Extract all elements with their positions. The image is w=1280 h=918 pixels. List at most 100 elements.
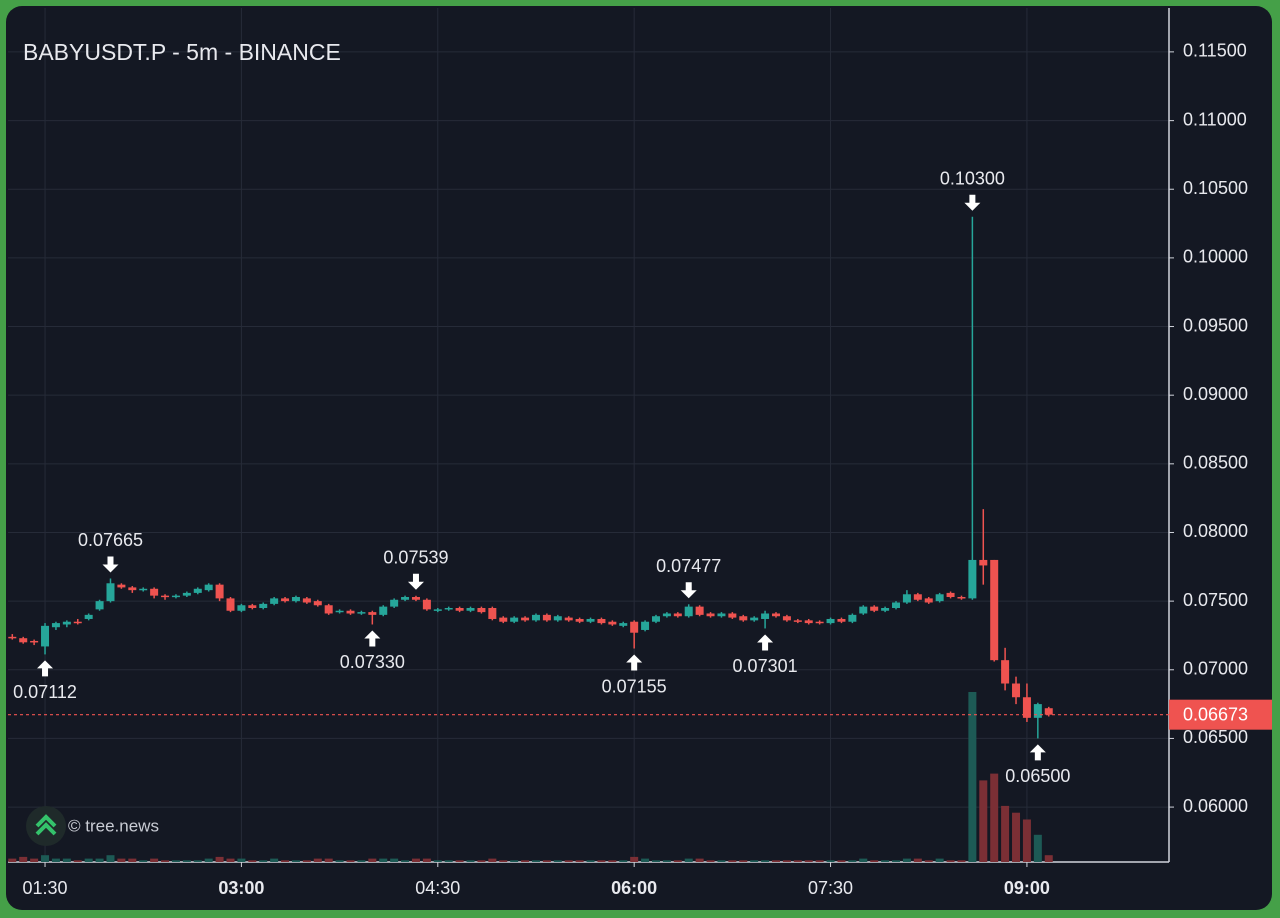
volume-layer bbox=[8, 692, 1053, 862]
candle-body bbox=[488, 607, 497, 619]
volume-bar bbox=[117, 858, 126, 862]
volume-bar bbox=[1022, 819, 1031, 862]
volume-bar bbox=[401, 860, 410, 862]
grid bbox=[8, 8, 1174, 867]
chart-title: BABYUSDT.P - 5m - BINANCE bbox=[23, 39, 341, 65]
y-tick-label: 0.10500 bbox=[1183, 178, 1248, 198]
volume-bar bbox=[946, 860, 955, 862]
volume-bar bbox=[739, 860, 748, 862]
annotation-arrow bbox=[964, 194, 981, 211]
candle-body bbox=[651, 616, 660, 622]
volume-bar bbox=[95, 858, 104, 862]
volume-bar bbox=[193, 860, 202, 862]
candle-body bbox=[281, 598, 290, 602]
volume-bar bbox=[695, 858, 704, 862]
candle-body bbox=[248, 605, 257, 608]
candle-body bbox=[739, 616, 748, 621]
volume-bar bbox=[1033, 834, 1042, 862]
candle-body bbox=[226, 598, 235, 611]
volume-bar bbox=[673, 860, 682, 862]
volume-bar bbox=[281, 860, 290, 862]
y-tick-label: 0.08500 bbox=[1183, 453, 1248, 473]
volume-bar bbox=[302, 860, 311, 862]
volume-bar bbox=[8, 858, 17, 862]
candle-body bbox=[695, 606, 704, 615]
volume-bar bbox=[204, 858, 213, 862]
volume-bar bbox=[335, 860, 344, 862]
annotation-label: 0.07665 bbox=[78, 530, 143, 550]
candle-body bbox=[335, 610, 344, 613]
y-tick-label: 0.06000 bbox=[1183, 796, 1248, 816]
volume-bar bbox=[619, 860, 628, 862]
candle-body bbox=[990, 559, 999, 661]
candle-body bbox=[84, 614, 93, 619]
volume-bar bbox=[564, 860, 573, 862]
volume-bar bbox=[990, 773, 999, 862]
volume-bar bbox=[368, 858, 377, 862]
candle-body bbox=[630, 621, 639, 633]
candle-body bbox=[837, 618, 846, 622]
candle-body bbox=[673, 613, 682, 617]
y-tick-label: 0.11000 bbox=[1183, 109, 1247, 129]
candle-body bbox=[1044, 708, 1053, 715]
candle-body bbox=[117, 584, 126, 588]
volume-bar bbox=[848, 860, 857, 862]
annotation-label: 0.10300 bbox=[940, 168, 1005, 188]
x-tick-label: 07:30 bbox=[808, 878, 853, 898]
candle-body bbox=[782, 616, 791, 621]
annotation-arrow bbox=[102, 556, 119, 573]
candle-body bbox=[379, 606, 388, 615]
candle-body bbox=[51, 623, 60, 628]
candle-body bbox=[106, 583, 115, 602]
volume-bar bbox=[575, 860, 584, 862]
candle-body bbox=[411, 597, 420, 600]
watermark: © tree.news bbox=[68, 816, 159, 835]
candle-body bbox=[662, 613, 671, 617]
volume-bar bbox=[957, 860, 966, 862]
annotation-label: 0.07539 bbox=[383, 548, 448, 568]
candle-body bbox=[368, 612, 377, 615]
volume-bar bbox=[19, 856, 28, 862]
annotation-arrow bbox=[37, 660, 54, 677]
candle-body bbox=[128, 587, 137, 591]
candle-body bbox=[957, 597, 966, 599]
volume-bar bbox=[291, 860, 300, 862]
candle-body bbox=[433, 609, 442, 611]
volume-bar bbox=[881, 860, 890, 862]
volume-bar bbox=[411, 858, 420, 862]
volume-bar bbox=[728, 860, 737, 862]
annotation-arrow bbox=[1029, 744, 1046, 761]
candle-body bbox=[728, 613, 737, 618]
candle-body bbox=[826, 618, 835, 624]
volume-bar bbox=[662, 860, 671, 862]
candle-body bbox=[62, 621, 71, 625]
volume-bar bbox=[706, 860, 715, 862]
volume-bar bbox=[390, 858, 399, 862]
candle-body bbox=[979, 559, 988, 566]
volume-bar bbox=[870, 860, 879, 862]
candle-body bbox=[237, 605, 246, 611]
x-tick-label: 06:00 bbox=[611, 878, 657, 898]
volume-bar bbox=[444, 860, 453, 862]
y-tick-label: 0.11500 bbox=[1183, 41, 1247, 61]
candle-body bbox=[564, 617, 573, 621]
volume-bar bbox=[772, 860, 780, 862]
volume-bar bbox=[477, 860, 486, 862]
candle-body bbox=[575, 618, 584, 622]
volume-bar bbox=[226, 858, 235, 862]
volume-bar bbox=[510, 860, 519, 862]
candle-body bbox=[1033, 704, 1042, 718]
x-tick-label: 01:30 bbox=[23, 878, 68, 898]
candle-body bbox=[542, 614, 551, 621]
volume-bar bbox=[979, 780, 988, 862]
candle-body bbox=[706, 613, 715, 617]
volume-bar bbox=[902, 858, 911, 862]
volume-bar bbox=[84, 858, 93, 862]
volume-bar bbox=[139, 860, 148, 862]
candle-body bbox=[750, 617, 759, 621]
volume-bar bbox=[62, 858, 71, 862]
candle-body bbox=[41, 625, 50, 647]
candle-body bbox=[422, 599, 431, 610]
x-tick-label: 04:30 bbox=[415, 878, 460, 898]
volume-bar bbox=[641, 858, 650, 862]
